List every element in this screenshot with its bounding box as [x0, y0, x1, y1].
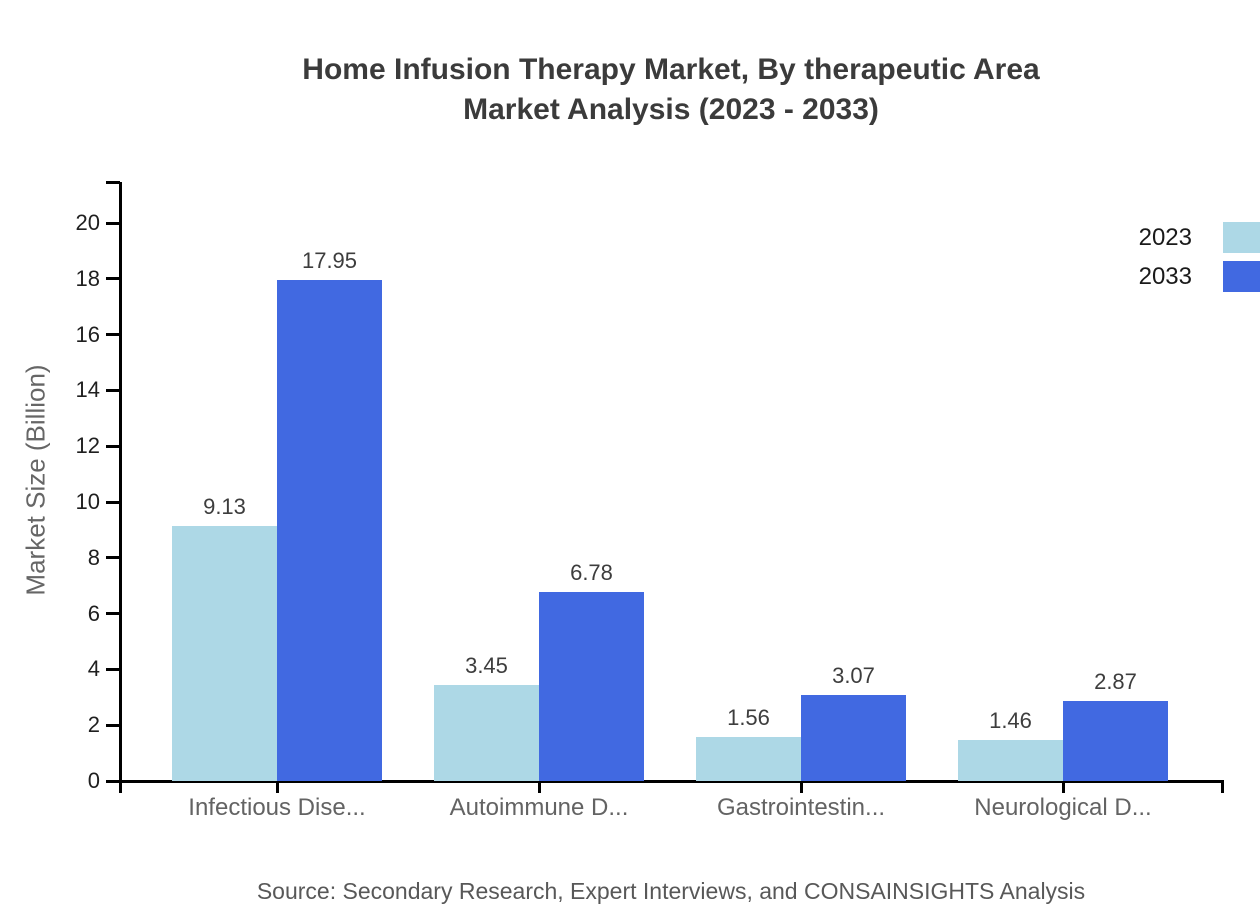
y-axis-line	[118, 182, 122, 793]
y-axis-tick-label: 18	[75, 265, 100, 291]
y-axis-tick	[106, 723, 120, 727]
legend-swatch-2023	[1223, 222, 1260, 253]
x-axis-origin-tick	[118, 781, 122, 793]
y-axis-tick	[106, 388, 120, 392]
y-axis-tick-label: 0	[87, 768, 100, 793]
legend-label-2023: 2023	[1138, 224, 1192, 251]
bar-value-label: 9.13	[203, 494, 246, 520]
y-axis-tick-label: 8	[87, 544, 100, 570]
y-axis-tick	[106, 277, 120, 281]
category-label-3: Neurological D...	[974, 794, 1152, 821]
bar-value-label: 1.46	[989, 708, 1032, 734]
category-label-0: Infectious Dise...	[188, 794, 366, 821]
legend-label-2033: 2033	[1138, 263, 1192, 290]
bar-2033-1	[539, 591, 644, 781]
bar-value-label: 3.07	[832, 663, 875, 689]
category-label-1: Autoimmune D...	[449, 794, 629, 821]
y-axis-tick	[106, 333, 120, 337]
y-axis-tick-label: 4	[87, 656, 100, 682]
bar-2023-3	[958, 740, 1063, 781]
y-axis-tick	[106, 444, 120, 448]
chart-title-line1: Home Infusion Therapy Market, By therape…	[302, 53, 1040, 86]
y-axis-tick-label: 14	[75, 377, 100, 403]
x-axis-tick	[537, 781, 541, 793]
chart-title: Home Infusion Therapy Market, By therape…	[120, 50, 1222, 130]
x-axis-line	[118, 780, 1224, 783]
bar-2033-3	[1063, 700, 1168, 781]
y-axis-tick-label: 2	[87, 712, 100, 738]
y-axis-tick	[106, 500, 120, 504]
y-axis-tick-label: 20	[75, 210, 100, 235]
source-attribution: Source: Secondary Research, Expert Inter…	[256, 878, 1086, 904]
x-axis-tick	[799, 781, 803, 793]
legend-swatch-2033	[1223, 261, 1260, 292]
y-axis-tick	[106, 612, 120, 616]
y-axis-tick	[106, 667, 120, 671]
bar-2023-1	[434, 684, 539, 781]
bar-2023-0	[172, 526, 277, 781]
y-axis-tick-label: 10	[75, 489, 100, 514]
chart-title-line2: Market Analysis (2023 - 2033)	[463, 93, 879, 126]
y-axis-tick-label: 12	[75, 433, 100, 459]
bar-value-label: 1.56	[727, 705, 770, 731]
y-axis-end-cap	[106, 180, 120, 184]
y-axis-tick-label: 6	[87, 600, 100, 626]
bar-value-label: 17.95	[301, 248, 358, 274]
category-label-2: Gastrointestin...	[716, 794, 886, 821]
bar-value-label: 6.78	[570, 559, 613, 585]
y-axis-tick-label: 16	[75, 321, 100, 347]
bar-2033-2	[801, 695, 906, 781]
y-axis-tick	[106, 779, 120, 783]
x-axis-tick	[1061, 781, 1065, 793]
bar-value-label: 2.87	[1094, 668, 1137, 694]
bar-value-label: 3.45	[465, 652, 508, 678]
x-axis-end-cap	[1220, 781, 1224, 793]
bar-2023-2	[696, 737, 801, 781]
y-axis-tick	[106, 556, 120, 560]
bar-2033-0	[277, 280, 382, 781]
x-axis-tick	[275, 781, 279, 793]
y-axis-tick	[106, 221, 120, 225]
